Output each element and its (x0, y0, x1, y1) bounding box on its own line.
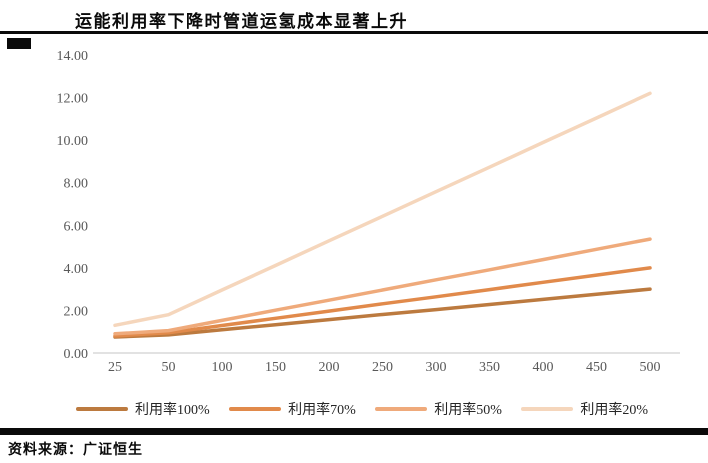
line-utilization-70 (113, 266, 652, 338)
legend-line-swatch (521, 407, 574, 411)
x-axis-tick-label: 150 (265, 360, 286, 375)
y-axis-tick-label: 12.00 (57, 92, 89, 107)
x-axis-tick-label: 100 (212, 360, 233, 375)
line-utilization-50 (113, 237, 652, 336)
legend-item-utilization-70: 利用率70% (229, 399, 356, 419)
line-utilization-100 (113, 287, 652, 339)
x-axis-tick-label: 50 (162, 360, 176, 375)
legend-item-utilization-20: 利用率20% (521, 399, 648, 419)
y-axis-tick-label: 4.00 (64, 262, 89, 277)
x-axis-tick-label: 200 (319, 360, 340, 375)
y-axis-tick-label: 0.00 (64, 347, 89, 362)
y-axis-tick-label: 2.00 (64, 304, 89, 319)
chart-title: 运能利用率下降时管道运氢成本显著上升 (75, 12, 408, 31)
x-axis-tick-label: 450 (586, 360, 607, 375)
legend-line-swatch (76, 407, 128, 411)
legend-label: 利用率50% (434, 403, 502, 418)
legend-item-utilization-100: 利用率100% (76, 399, 210, 419)
source-attribution: 资料来源：广证恒生 (8, 443, 143, 458)
title-divider-rule (0, 31, 708, 34)
y-axis-tick-label: 8.00 (64, 177, 89, 192)
legend-label: 利用率70% (288, 403, 356, 418)
legend-label: 利用率20% (580, 403, 648, 418)
legend-line-swatch (229, 407, 282, 411)
chart-legend: 利用率100% 利用率70% 利用率50% 利用率20% (76, 399, 648, 419)
y-axis-tick-label: 14.00 (57, 49, 89, 64)
x-axis-tick-label: 250 (372, 360, 393, 375)
legend-line-swatch (375, 407, 428, 411)
legend-item-utilization-50: 利用率50% (375, 399, 502, 419)
bottom-divider-rule (0, 428, 708, 435)
y-axis-tick-label: 6.00 (64, 219, 89, 234)
x-axis-tick-label: 350 (479, 360, 500, 375)
y-axis-tick-label: 10.00 (57, 134, 89, 149)
x-axis-tick-label: 300 (426, 360, 447, 375)
x-axis-tick-label: 400 (533, 360, 554, 375)
line-utilization-20 (113, 91, 652, 328)
left-corner-block (7, 38, 31, 49)
x-axis-tick-label: 25 (108, 360, 122, 375)
x-axis-tick-label: 500 (640, 360, 661, 375)
legend-label: 利用率100% (135, 403, 210, 418)
